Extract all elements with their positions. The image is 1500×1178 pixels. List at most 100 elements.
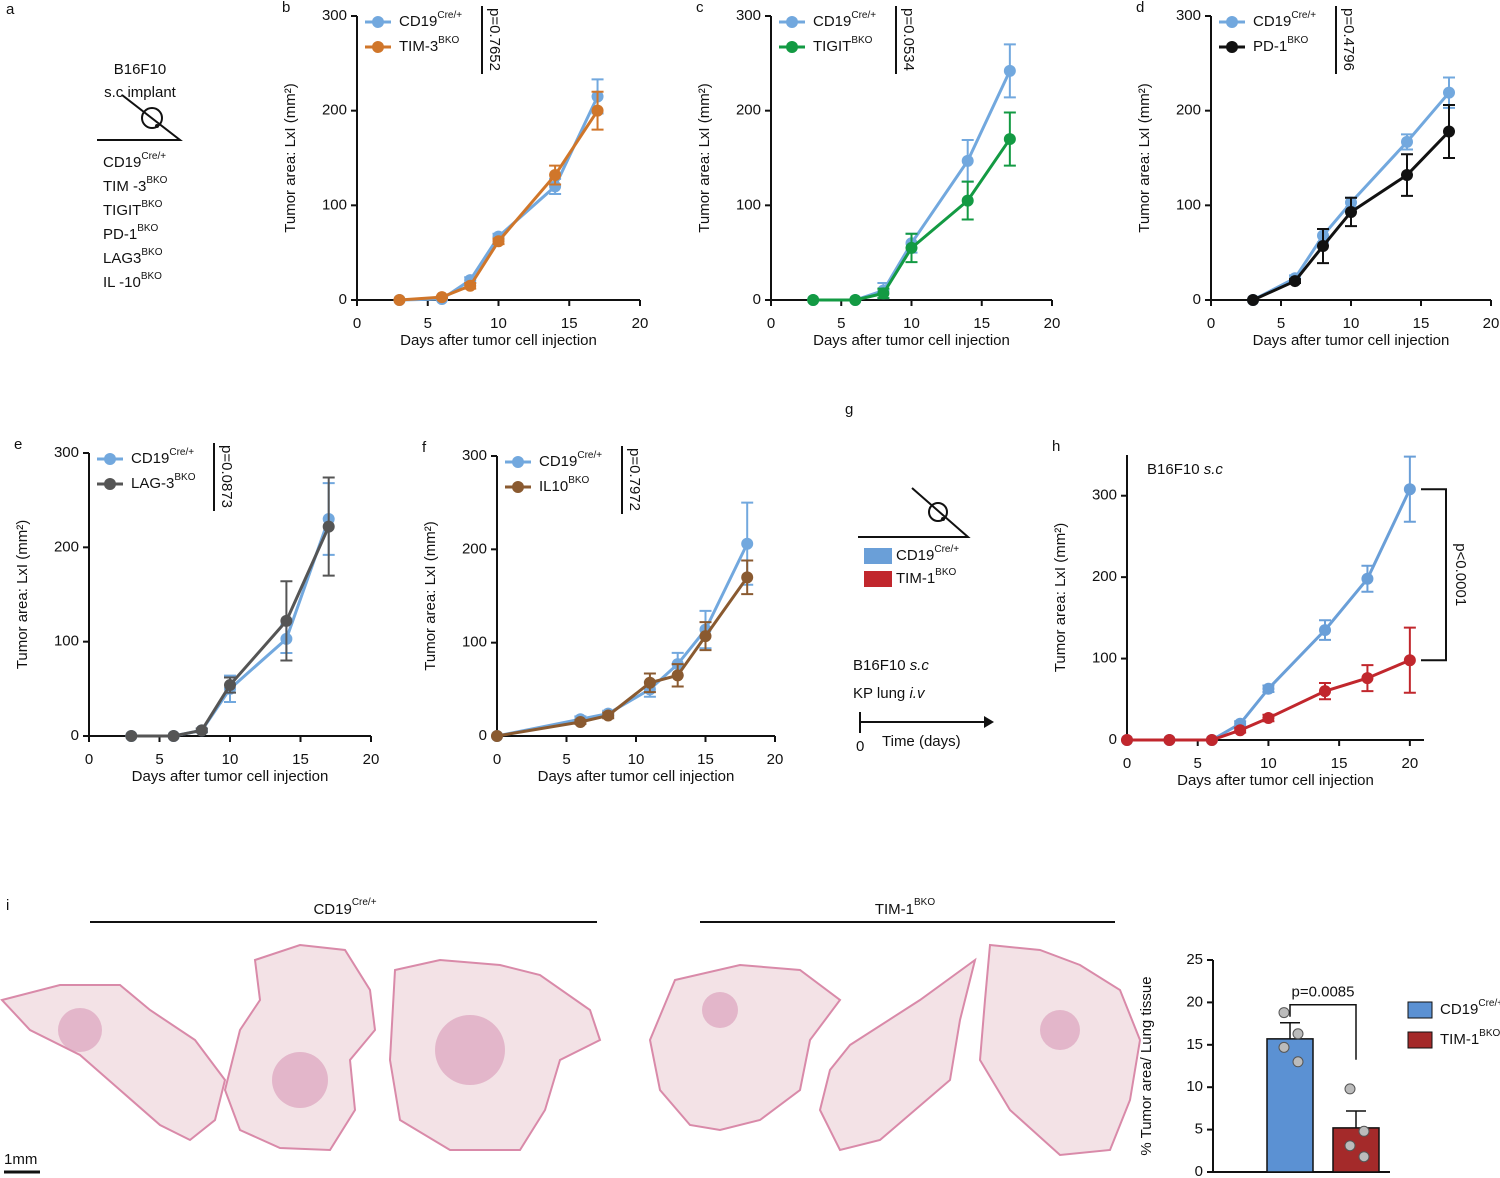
route-main: KP lung bbox=[853, 685, 905, 702]
genotype-main: TIM -3 bbox=[103, 178, 146, 195]
p-value: p=0.7972 bbox=[626, 448, 643, 511]
y-tick-label: 200 bbox=[1176, 102, 1201, 119]
genotype: TIM -3BKO bbox=[103, 175, 168, 195]
data-point bbox=[961, 194, 974, 207]
tumor-region bbox=[702, 992, 738, 1028]
legend-swatch bbox=[1407, 1031, 1433, 1049]
y-tick-label: 200 bbox=[736, 102, 761, 119]
x-axis-label: Days after tumor cell injection bbox=[538, 768, 735, 785]
legend-marker bbox=[1226, 41, 1238, 53]
data-point bbox=[322, 520, 335, 533]
diagram-title: B16F10 bbox=[114, 61, 167, 78]
data-point bbox=[1403, 483, 1416, 496]
genotype: CD19Cre/+ bbox=[103, 151, 166, 171]
series-line bbox=[399, 109, 599, 302]
panel-i: i CD19Cre/+ TIM-1BKO 1mm bbox=[0, 897, 1142, 1174]
legend-swatch bbox=[1407, 1001, 1433, 1019]
series-line bbox=[131, 518, 331, 738]
y-axis-label: Tumor area: LxI (mm²) bbox=[696, 83, 713, 232]
y-tick-label: 15 bbox=[1186, 1036, 1203, 1053]
x-tick-label: 0 bbox=[1123, 755, 1131, 772]
data-point bbox=[1278, 1041, 1290, 1053]
data-point bbox=[849, 294, 862, 306]
legend-label-sup: Cre/+ bbox=[1478, 998, 1500, 1009]
y-tick-label: 200 bbox=[1092, 568, 1117, 585]
y-tick-label: 100 bbox=[54, 633, 79, 650]
group-sup: BKO bbox=[914, 897, 935, 908]
series-line bbox=[131, 525, 331, 738]
x-tick-label: 15 bbox=[1413, 315, 1430, 332]
legend-marker bbox=[104, 478, 116, 490]
y-tick-label: 20 bbox=[1186, 993, 1203, 1010]
legend-label: CD19Cre/+ bbox=[813, 10, 876, 30]
route-italic: i.v bbox=[909, 685, 926, 702]
timeline-arrow bbox=[984, 716, 994, 728]
data-point bbox=[1163, 734, 1176, 746]
route-main: B16F10 bbox=[853, 657, 906, 674]
mouse-icon bbox=[858, 487, 971, 538]
series-line bbox=[1252, 91, 1451, 302]
data-point bbox=[1121, 734, 1133, 746]
legend-label: TIGITBKO bbox=[813, 35, 873, 55]
legend-label-sup: BKO bbox=[438, 35, 459, 46]
genotype-sup: BKO bbox=[137, 223, 158, 234]
legend-label-main: CD19 bbox=[813, 13, 851, 30]
genotype-main: IL -10 bbox=[103, 274, 141, 291]
y-axis-label: % Tumor area/ Lung tissue bbox=[1138, 976, 1155, 1155]
data-point bbox=[1003, 133, 1016, 146]
lung-section bbox=[648, 963, 842, 1132]
x-tick-label: 20 bbox=[632, 315, 649, 332]
legend-label-sup: BKO bbox=[1287, 35, 1308, 46]
lung-section bbox=[818, 957, 977, 1152]
legend-label-sup: BKO bbox=[174, 472, 195, 483]
legend-swatch bbox=[864, 548, 892, 564]
error-bar bbox=[1280, 1022, 1300, 1039]
data-point bbox=[1345, 205, 1357, 218]
legend-label: TIM-1BKO bbox=[896, 567, 957, 587]
data-point bbox=[167, 730, 180, 742]
x-tick-label: 20 bbox=[1402, 755, 1419, 772]
legend-label-main: LAG-3 bbox=[131, 475, 174, 492]
data-point bbox=[1292, 1056, 1304, 1068]
y-axis-label: Tumor area: LxI (mm²) bbox=[14, 520, 31, 669]
panel-label: i bbox=[6, 897, 9, 914]
genotype-sup: BKO bbox=[141, 199, 162, 210]
x-tick-label: 15 bbox=[697, 751, 714, 768]
x-tick-label: 10 bbox=[490, 315, 507, 332]
bar bbox=[1332, 1127, 1380, 1173]
p-value: p<0.0001 bbox=[1452, 543, 1469, 606]
genotype: TIGITBKO bbox=[103, 199, 163, 219]
y-tick-label: 0 bbox=[753, 291, 761, 308]
panel-label: e bbox=[14, 436, 22, 453]
genotype: PD-1BKO bbox=[103, 223, 159, 243]
panel-label: b bbox=[282, 0, 290, 16]
inset-text: B16F10 s.c bbox=[1147, 461, 1223, 478]
legend-label: CD19Cre/+ bbox=[399, 10, 462, 30]
timeline-origin: 0 bbox=[856, 738, 864, 755]
legend-marker bbox=[786, 41, 798, 53]
panel-label: c bbox=[696, 0, 704, 16]
legend-label-main: TIGIT bbox=[813, 38, 851, 55]
route-text: B16F10 s.c bbox=[853, 657, 929, 674]
x-tick-label: 10 bbox=[903, 315, 920, 332]
mouse-icon bbox=[97, 94, 183, 141]
data-point bbox=[125, 730, 138, 742]
series-line bbox=[1252, 130, 1451, 302]
legend-label-sup: Cre/+ bbox=[437, 10, 462, 21]
x-axis-label: Days after tumor cell injection bbox=[132, 768, 329, 785]
data-point bbox=[591, 104, 604, 117]
p-value: p=0.4796 bbox=[1340, 8, 1357, 71]
legend-label-sup: BKO bbox=[1479, 1028, 1500, 1039]
diagram-subtitle: s.c implant bbox=[104, 84, 177, 101]
y-tick-label: 100 bbox=[736, 196, 761, 213]
data-point bbox=[435, 291, 448, 304]
bar bbox=[1266, 1038, 1314, 1173]
data-point bbox=[492, 235, 505, 248]
group-header: TIM-1BKO bbox=[875, 897, 936, 918]
lung-section bbox=[0, 984, 227, 1142]
x-tick-label: 5 bbox=[1194, 755, 1202, 772]
x-axis-label: Days after tumor cell injection bbox=[1177, 772, 1374, 789]
data-point bbox=[741, 537, 754, 550]
data-point bbox=[574, 716, 587, 728]
y-tick-label: 100 bbox=[462, 634, 487, 651]
